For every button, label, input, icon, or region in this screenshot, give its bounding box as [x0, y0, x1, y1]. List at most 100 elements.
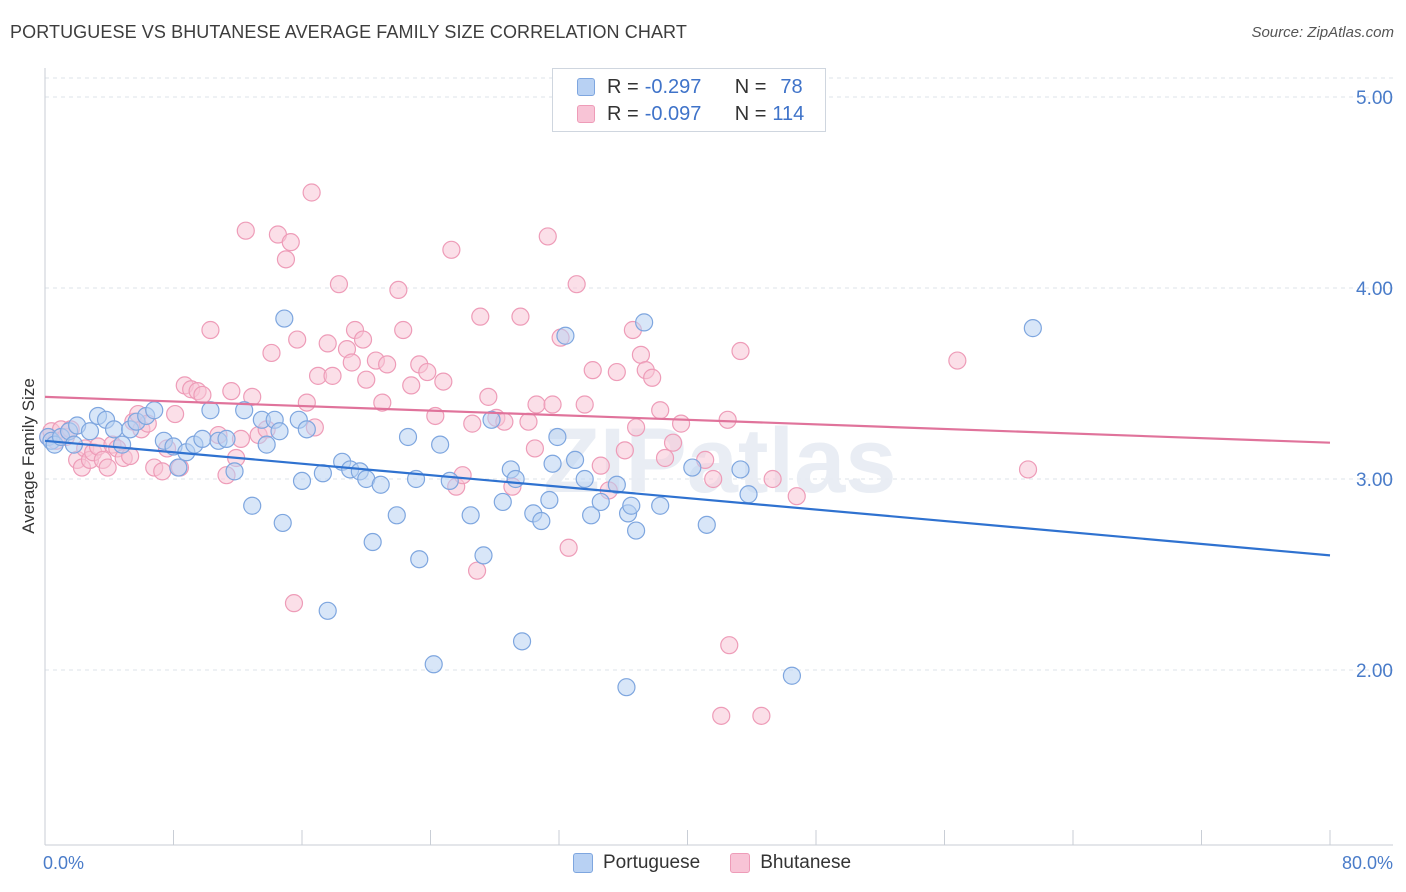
bhutanese-point [731, 341, 750, 361]
bhutanese-point [262, 343, 281, 363]
portuguese-point [461, 506, 480, 525]
bhutanese-point [353, 330, 373, 349]
portuguese-point [565, 450, 585, 469]
bhutanese-point [607, 362, 626, 382]
bhutanese-point [538, 227, 557, 246]
bhutanese-point [948, 351, 967, 370]
portuguese-point [617, 678, 636, 697]
portuguese-point [556, 326, 575, 345]
bhutanese-point [752, 706, 771, 725]
portuguese-legend-swatch [573, 853, 593, 873]
portuguese-point [275, 309, 294, 328]
bhutanese-point [323, 366, 342, 385]
x-axis-ticks [44, 830, 1331, 845]
chart-title: PORTUGUESE VS BHUTANESE AVERAGE FAMILY S… [10, 22, 687, 42]
bhutanese-point [712, 706, 731, 725]
y-tick-labels: 2.00 3.00 4.00 5.00 [1356, 88, 1393, 682]
bhutanese-point [402, 376, 421, 395]
portuguese-point [297, 420, 316, 439]
y-tick-label: 4.00 [1356, 279, 1393, 300]
bhutanese-point [651, 401, 670, 420]
x-tick-label-max: 80.0% [1342, 853, 1393, 873]
stats-legend: R = -0.297 N = 78 R = -0.097 N = 114 [552, 68, 826, 132]
portuguese-point [410, 550, 429, 569]
bhutanese-point [318, 334, 337, 353]
r-value: -0.297 [644, 75, 702, 98]
series-legend: Portuguese Bhutanese [573, 852, 881, 874]
portuguese-point [201, 401, 220, 420]
bhutanese-point [357, 370, 376, 389]
portuguese-point [104, 420, 124, 439]
portuguese-point [683, 458, 702, 477]
bhutanese-point [284, 594, 304, 613]
portuguese-swatch [577, 78, 595, 96]
portuguese-point [622, 496, 641, 515]
bhutanese-point [471, 307, 490, 326]
y-tick-label: 5.00 [1356, 88, 1393, 109]
bhutanese-point [575, 395, 594, 414]
portuguese-point [493, 492, 512, 512]
portuguese-point [506, 469, 525, 489]
portuguese-point [543, 454, 562, 473]
bhutanese-point [329, 275, 349, 294]
bhutanese-point [663, 433, 683, 452]
portuguese-point [582, 506, 601, 525]
r-label: R = [607, 75, 639, 98]
bhutanese-point [98, 458, 117, 477]
portuguese-point [225, 462, 244, 481]
portuguese-point [292, 471, 312, 491]
bhutanese-trend-line [44, 395, 1331, 444]
bhutanese-point [288, 330, 307, 349]
bhutanese-point [222, 382, 241, 401]
n-label: N = [734, 102, 767, 125]
bhutanese-legend-swatch [730, 853, 751, 873]
legend-row-bhutanese: R = -0.097 N = 114 [577, 101, 804, 127]
portuguese-point [145, 401, 164, 420]
bhutanese-point [153, 462, 172, 481]
bhutanese-point [643, 368, 662, 387]
n-value: 78 [780, 75, 803, 98]
bhutanese-point [615, 441, 634, 460]
bhutanese-point [567, 275, 586, 294]
bhutanese-point [193, 385, 212, 405]
bhutanese-point [276, 250, 296, 269]
bhutanese-point [394, 320, 413, 340]
y-tick-label: 3.00 [1356, 470, 1393, 491]
portuguese-point [243, 496, 262, 515]
bhutanese-point [763, 469, 782, 489]
portuguese-point [235, 401, 254, 420]
trend-lines [44, 395, 1331, 557]
portuguese-point [739, 485, 758, 504]
y-tick-label: 2.00 [1356, 661, 1393, 682]
portuguese-point [387, 506, 406, 525]
chart-source: Source: ZipAtlas.com [1251, 24, 1394, 41]
bhutanese-point [519, 412, 538, 431]
portuguese-point [782, 666, 802, 685]
grid-lines [45, 77, 1393, 671]
bhutanese-point [718, 410, 737, 429]
bhutanese-point [166, 404, 185, 424]
portuguese-point [607, 475, 626, 494]
portuguese-point [273, 513, 292, 533]
bhutanese-point [418, 362, 437, 382]
portuguese-point [512, 632, 532, 651]
portuguese-point [371, 475, 390, 494]
portuguese-point [80, 422, 100, 441]
bhutanese-point [378, 355, 397, 374]
portuguese-point [651, 496, 670, 515]
axes [44, 68, 1393, 846]
portuguese-point [270, 422, 289, 441]
portuguese-point [424, 655, 443, 674]
portuguese-point [591, 492, 610, 512]
legend-row-portuguese: R = -0.297 N = 78 [577, 74, 803, 100]
legend-item-portuguese: Portuguese [573, 852, 700, 874]
portuguese-point [217, 429, 236, 448]
portuguese-point [548, 427, 567, 447]
portuguese-point [540, 490, 559, 510]
y-axis-label: Average Family Size [19, 378, 38, 534]
bhutanese-swatch [577, 105, 595, 123]
bhutanese-point [1018, 460, 1038, 479]
legend-label-portuguese: Portuguese [603, 852, 701, 873]
bhutanese-point [389, 280, 408, 300]
bhutanese-point [525, 439, 545, 458]
